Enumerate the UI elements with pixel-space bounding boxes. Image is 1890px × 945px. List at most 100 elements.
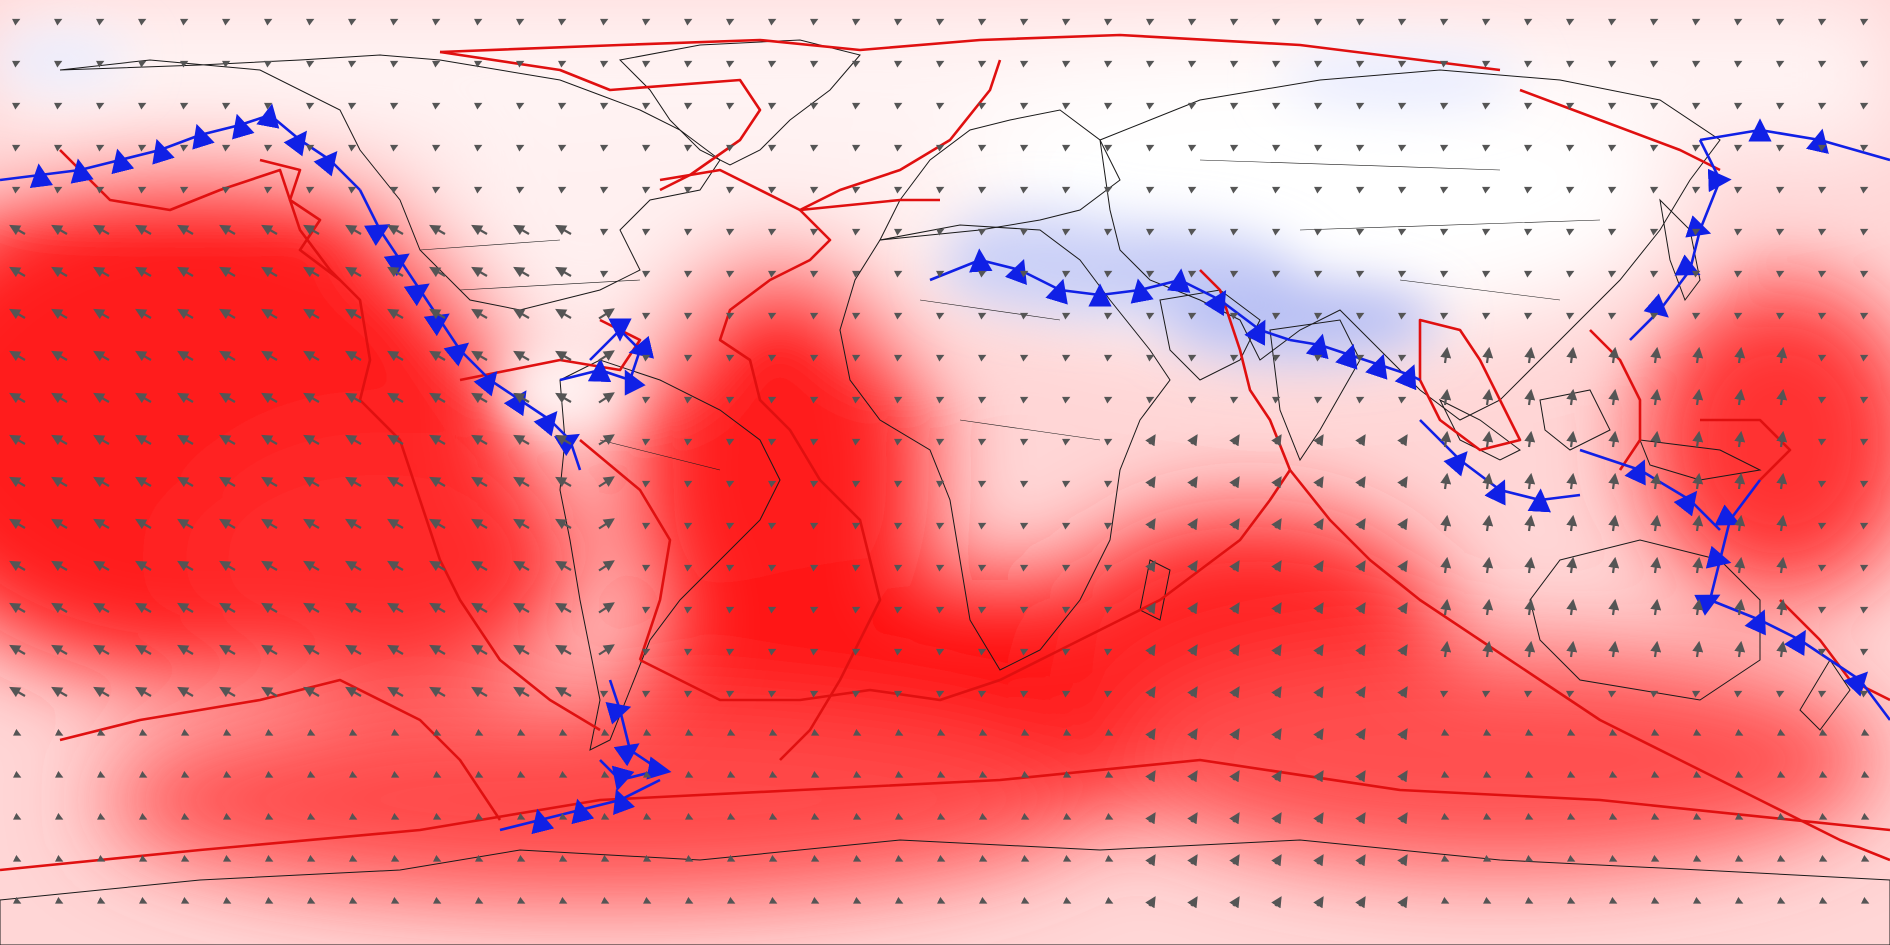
velocity-arrow-icon bbox=[1397, 770, 1408, 783]
velocity-arrow-icon bbox=[429, 602, 446, 614]
velocity-arrow-icon bbox=[725, 606, 735, 614]
velocity-arrow-icon bbox=[345, 644, 362, 656]
velocity-arrow-icon bbox=[513, 350, 530, 362]
velocity-arrow-icon bbox=[598, 350, 615, 362]
velocity-arrow-icon bbox=[516, 770, 526, 778]
velocity-arrow-icon bbox=[513, 266, 530, 278]
velocity-arrow-icon bbox=[471, 476, 488, 488]
velocity-arrow-icon bbox=[1817, 564, 1827, 572]
velocity-arrow-icon bbox=[1313, 770, 1324, 783]
velocity-arrow-icon bbox=[473, 144, 483, 152]
velocity-arrow-icon bbox=[767, 60, 777, 68]
velocity-arrow-icon bbox=[1607, 144, 1617, 152]
velocity-arrow-icon bbox=[429, 266, 446, 278]
velocity-arrow-icon bbox=[935, 186, 945, 194]
velocity-arrow-icon bbox=[135, 686, 152, 698]
velocity-arrow-icon bbox=[219, 518, 236, 530]
velocity-arrow-icon bbox=[1355, 18, 1365, 26]
velocity-arrow-icon bbox=[1187, 186, 1197, 194]
velocity-arrow-icon bbox=[894, 770, 904, 778]
velocity-arrow-icon bbox=[893, 186, 903, 194]
velocity-arrow-icon bbox=[1019, 102, 1029, 110]
velocity-arrow-icon bbox=[683, 102, 693, 110]
boundary-north-pacific-west bbox=[1519, 88, 1721, 172]
velocity-arrow-icon bbox=[1355, 896, 1366, 909]
velocity-arrow-icon bbox=[1439, 690, 1449, 698]
coastline-madagascar bbox=[1139, 559, 1171, 621]
velocity-arrow-icon bbox=[1229, 228, 1239, 236]
velocity-arrow-icon bbox=[641, 648, 651, 656]
velocity-arrow-icon bbox=[1481, 270, 1491, 278]
velocity-arrow-icon bbox=[1145, 18, 1155, 26]
velocity-arrow-icon bbox=[1229, 354, 1239, 362]
velocity-arrow-icon bbox=[347, 186, 357, 194]
velocity-arrow-icon bbox=[1061, 312, 1071, 320]
velocity-arrow-icon bbox=[1734, 854, 1744, 862]
velocity-arrow-icon bbox=[1020, 896, 1030, 904]
velocity-arrow-icon bbox=[555, 392, 572, 404]
velocity-arrow-icon bbox=[600, 854, 610, 862]
velocity-arrow-icon bbox=[9, 266, 26, 278]
velocity-arrow-icon bbox=[1817, 648, 1827, 656]
velocity-arrow-icon bbox=[1061, 606, 1071, 614]
velocity-arrow-icon bbox=[1524, 770, 1534, 778]
velocity-arrow-icon bbox=[1565, 228, 1575, 236]
velocity-arrow-icon bbox=[851, 18, 861, 26]
velocity-arrow-icon bbox=[683, 522, 693, 530]
velocity-arrow-icon bbox=[1355, 312, 1365, 320]
velocity-arrow-icon bbox=[1271, 270, 1281, 278]
velocity-arrow-icon bbox=[1565, 270, 1575, 278]
velocity-arrow-icon bbox=[474, 896, 484, 904]
velocity-arrow-icon bbox=[1229, 770, 1240, 783]
velocity-arrow-icon bbox=[219, 686, 236, 698]
velocity-arrow-icon bbox=[177, 266, 194, 278]
velocity-arrow-icon bbox=[11, 60, 21, 68]
velocity-arrow-icon bbox=[1523, 228, 1533, 236]
velocity-arrow-icon bbox=[306, 812, 316, 820]
velocity-arrow-icon bbox=[555, 518, 572, 530]
velocity-arrow-icon bbox=[1062, 770, 1072, 778]
velocity-arrow-icon bbox=[767, 522, 777, 530]
velocity-arrow-icon bbox=[264, 770, 274, 778]
velocity-arrow-icon bbox=[555, 644, 572, 656]
velocity-arrow-icon bbox=[1440, 640, 1452, 658]
velocity-arrow-icon bbox=[1691, 186, 1701, 194]
velocity-arrow-icon bbox=[1734, 770, 1744, 778]
velocity-arrow-icon bbox=[516, 854, 526, 862]
velocity-arrow-icon bbox=[810, 896, 820, 904]
coastline-south-america bbox=[559, 359, 781, 751]
velocity-arrow-icon bbox=[809, 396, 819, 404]
velocity-arrow-icon bbox=[977, 480, 987, 488]
velocity-arrow-icon bbox=[135, 308, 152, 320]
velocity-arrow-icon bbox=[261, 686, 278, 698]
velocity-arrow-icon bbox=[809, 690, 819, 698]
velocity-arrow-icon bbox=[1271, 476, 1282, 489]
velocity-arrow-icon bbox=[809, 438, 819, 446]
velocity-arrow-icon bbox=[1775, 228, 1785, 236]
velocity-arrow-icon bbox=[1229, 812, 1240, 825]
velocity-arrow-icon bbox=[12, 812, 22, 820]
boundary-burma-loop bbox=[1418, 318, 1522, 452]
velocity-arrow-icon bbox=[1061, 144, 1071, 152]
velocity-arrow-icon bbox=[473, 18, 483, 26]
velocity-arrow-icon bbox=[1019, 270, 1029, 278]
velocity-arrow-icon bbox=[179, 102, 189, 110]
velocity-arrow-icon bbox=[1313, 396, 1323, 404]
velocity-arrow-icon bbox=[641, 396, 651, 404]
velocity-arrow-icon bbox=[599, 270, 609, 278]
velocity-arrow-icon bbox=[1482, 640, 1494, 658]
velocity-arrow-icon bbox=[935, 270, 945, 278]
velocity-arrow-icon bbox=[684, 854, 694, 862]
velocity-arrow-icon bbox=[303, 392, 320, 404]
velocity-arrow-icon bbox=[1607, 270, 1617, 278]
velocity-arrow-icon bbox=[600, 812, 610, 820]
velocity-arrow-icon bbox=[1524, 346, 1536, 364]
velocity-arrow-icon bbox=[1524, 598, 1536, 616]
velocity-arrow-icon bbox=[1566, 812, 1576, 820]
velocity-arrow-icon bbox=[471, 644, 488, 656]
velocity-arrow-icon bbox=[303, 476, 320, 488]
velocity-arrow-icon bbox=[429, 434, 446, 446]
velocity-arrow-icon bbox=[12, 854, 22, 862]
velocity-arrow-icon bbox=[1355, 728, 1366, 741]
subduction-cascadia bbox=[358, 189, 582, 471]
